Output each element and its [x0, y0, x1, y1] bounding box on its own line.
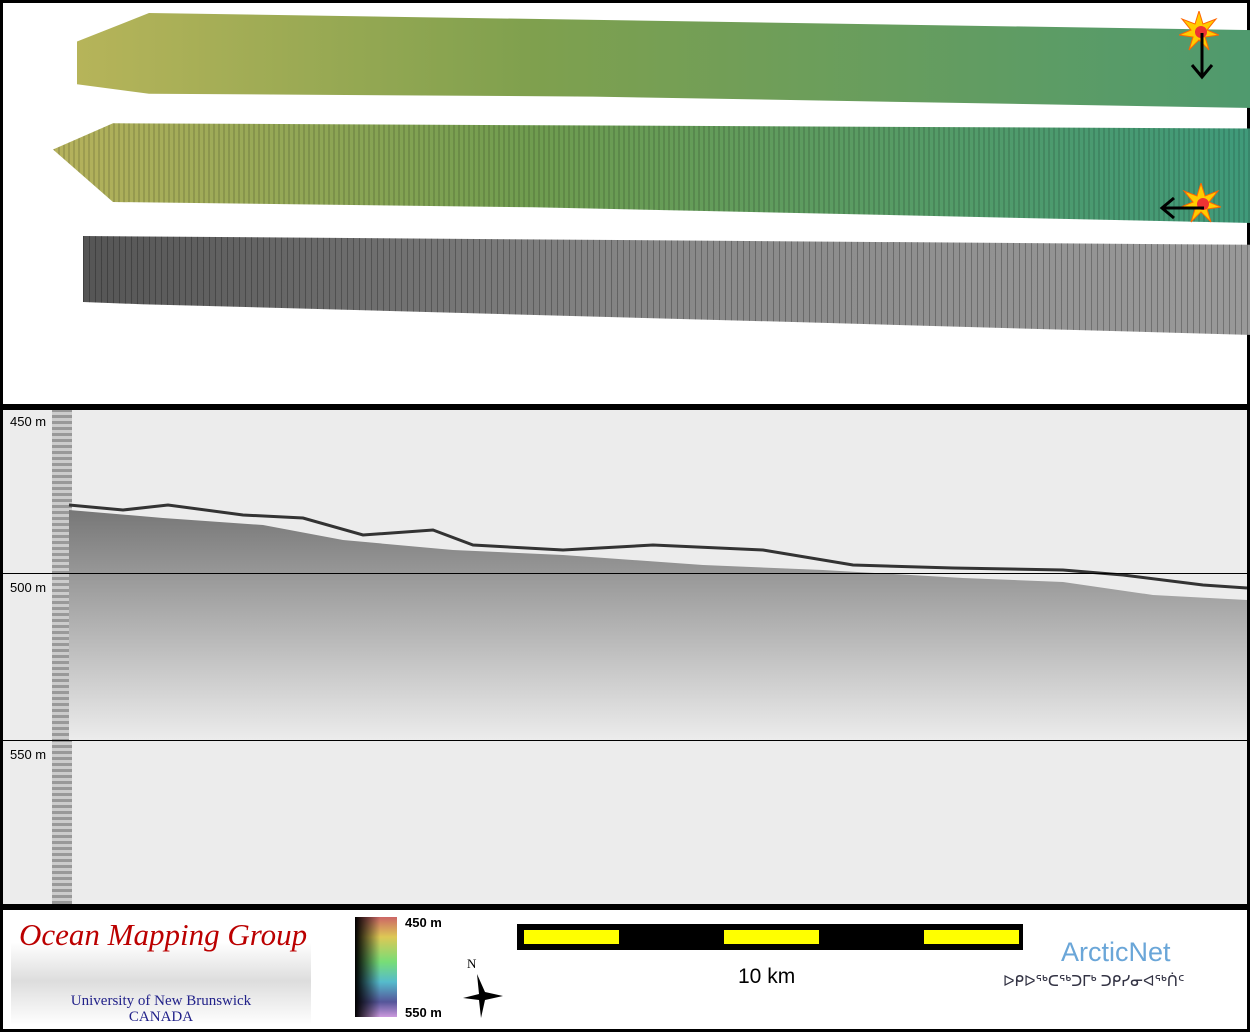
depth-label: 450 m — [10, 414, 47, 429]
scale-label: 10 km — [738, 965, 796, 988]
omg-title: Ocean Mapping Group — [19, 917, 308, 952]
shaded-bathymetry-swath-sun-east — [53, 123, 1250, 223]
depth-label: 550 m — [10, 747, 47, 762]
depth-colorbar — [355, 917, 397, 1017]
ocean-mapping-group-logo: Ocean Mapping Group University of New Br… — [11, 915, 311, 1025]
colorbar-bottom-label: 550 m — [405, 1005, 442, 1020]
arrow-down-icon — [1190, 33, 1214, 80]
arrow-left-icon — [1159, 196, 1204, 220]
depth-gridline — [3, 740, 1247, 741]
arcticnet-inuktitut: ᐅᑭᐅᖅᑕᖅᑐᒥᒃ ᑐᑭᓯᓂᐊᖅᑏᑦ — [1003, 973, 1185, 990]
seafloor-reflector — [68, 503, 1247, 740]
subbottom-echogram-panel: 450 m 500 m 550 m — [3, 410, 1247, 904]
arcticnet-logo: ArcticNet — [1061, 937, 1171, 967]
north-label: N — [467, 956, 477, 971]
legend-panel: Ocean Mapping Group University of New Br… — [3, 910, 1247, 1029]
scale-bar — [517, 924, 1023, 950]
swath-map-panel — [3, 3, 1250, 404]
depth-gridline — [3, 573, 1247, 574]
omg-subtitle: University of New Brunswick — [70, 993, 252, 1009]
omg-country: CANADA — [128, 1009, 194, 1025]
sun-icon — [1179, 11, 1219, 51]
north-arrow-icon — [463, 974, 503, 1018]
shaded-bathymetry-swath-sun-north — [77, 13, 1250, 108]
colorbar-top-label: 450 m — [405, 915, 442, 930]
backscatter-swath — [83, 236, 1250, 335]
depth-label: 500 m — [10, 580, 47, 595]
echogram-edge-strip — [52, 410, 72, 904]
